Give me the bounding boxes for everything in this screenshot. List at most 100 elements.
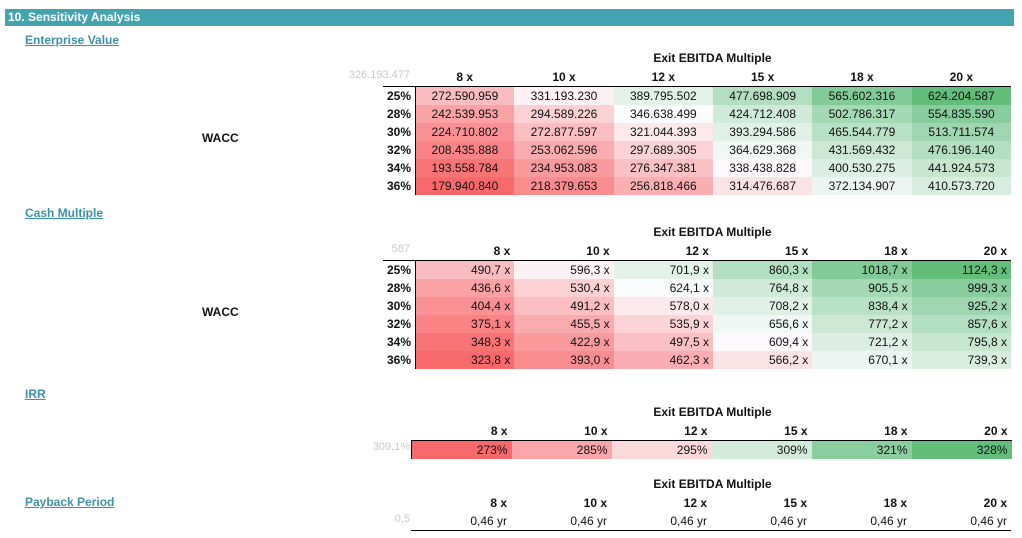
- cash-cell[interactable]: 739,3 x: [911, 351, 1011, 369]
- ev-cell[interactable]: 502.786.317: [812, 105, 912, 123]
- ev-cell[interactable]: 294.589.226: [514, 105, 614, 123]
- irr-cell[interactable]: 285%: [511, 440, 612, 459]
- cash-cell[interactable]: 721,2 x: [812, 333, 912, 351]
- cash-cell[interactable]: 422,9 x: [514, 333, 614, 351]
- ev-cell[interactable]: 272.590.959: [414, 86, 515, 105]
- cash-cell[interactable]: 838,4 x: [812, 297, 912, 315]
- payback-cell[interactable]: 0,46 yr: [611, 512, 711, 531]
- ev-cell[interactable]: 624.204.587: [911, 86, 1011, 105]
- cash-cell[interactable]: 764,8 x: [712, 279, 813, 297]
- ev-cell[interactable]: 297.689.305: [613, 141, 713, 159]
- irr-cell[interactable]: 328%: [911, 440, 1012, 459]
- cash-cell[interactable]: 857,6 x: [911, 315, 1011, 333]
- payback-cell[interactable]: 0,46 yr: [411, 512, 511, 531]
- ev-cell[interactable]: 276.347.381: [613, 159, 713, 177]
- ev-cell[interactable]: 565.602.316: [812, 86, 912, 105]
- payback-cell[interactable]: 0,46 yr: [911, 512, 1011, 531]
- cash-cell[interactable]: 348,3 x: [414, 333, 515, 351]
- ev-cell[interactable]: 256.818.466: [613, 177, 713, 195]
- cash-row: 28% 436,6 x 530,4 x 624,1 x 764,8 x 905,…: [383, 279, 1011, 297]
- cash-cell[interactable]: 375,1 x: [414, 315, 515, 333]
- cash-cell[interactable]: 491,2 x: [514, 297, 614, 315]
- payback-header-row: 8 x 10 x 12 x 15 x 18 x 20 x: [411, 494, 1011, 512]
- payback-cell[interactable]: 0,46 yr: [811, 512, 911, 531]
- cash-cell[interactable]: 777,2 x: [812, 315, 912, 333]
- ev-cell[interactable]: 234.953.083: [514, 159, 614, 177]
- ev-cell[interactable]: 465.544.779: [812, 123, 912, 141]
- cash-cell[interactable]: 497,5 x: [613, 333, 713, 351]
- ev-cell[interactable]: 242.539.953: [414, 105, 515, 123]
- cash-cell[interactable]: 1018,7 x: [812, 260, 912, 279]
- cash-cell[interactable]: 708,2 x: [712, 297, 813, 315]
- ev-cell[interactable]: 253.062.596: [514, 141, 614, 159]
- irr-link[interactable]: IRR: [25, 387, 46, 401]
- ev-cell[interactable]: 179.940.840: [414, 177, 515, 195]
- ev-cell[interactable]: 193.558.784: [414, 159, 515, 177]
- ev-cell[interactable]: 218.379.653: [514, 177, 614, 195]
- cash-cell[interactable]: 323,8 x: [414, 351, 515, 369]
- payback-cell[interactable]: 0,46 yr: [711, 512, 811, 531]
- ev-cell[interactable]: 393.294.586: [712, 123, 813, 141]
- ev-cell[interactable]: 364.629.368: [712, 141, 813, 159]
- cash-cell[interactable]: 624,1 x: [613, 279, 713, 297]
- cash-cell[interactable]: 609,4 x: [712, 333, 813, 351]
- ev-cell[interactable]: 224.710.802: [414, 123, 515, 141]
- cash-cell[interactable]: 535,9 x: [613, 315, 713, 333]
- irr-cell[interactable]: 321%: [811, 440, 912, 459]
- cash-cell[interactable]: 925,2 x: [911, 297, 1011, 315]
- cash-cell[interactable]: 436,6 x: [414, 279, 515, 297]
- cash-cell[interactable]: 905,5 x: [812, 279, 912, 297]
- ev-cell[interactable]: 431.569.432: [812, 141, 912, 159]
- payback-cell[interactable]: 0,46 yr: [511, 512, 611, 531]
- ev-cell[interactable]: 441.924.573: [911, 159, 1011, 177]
- cash-row-label: 25%: [383, 260, 416, 279]
- cash-col-header: 15 x: [712, 242, 813, 261]
- ev-cell[interactable]: 208.435.888: [414, 141, 515, 159]
- cash-cell[interactable]: 795,8 x: [911, 333, 1011, 351]
- irr-cell[interactable]: 273%: [411, 440, 512, 459]
- cash-cell[interactable]: 578,0 x: [613, 297, 713, 315]
- ev-cell[interactable]: 513.711.574: [911, 123, 1011, 141]
- cash-multiple-link[interactable]: Cash Multiple: [25, 206, 104, 220]
- enterprise-value-link[interactable]: Enterprise Value: [25, 33, 120, 47]
- ev-cell[interactable]: 477.698.909: [712, 86, 813, 105]
- ev-cell[interactable]: 321.044.393: [613, 123, 713, 141]
- cash-cell[interactable]: 462,3 x: [613, 351, 713, 369]
- payback-period-link[interactable]: Payback Period: [25, 495, 115, 509]
- cash-cell[interactable]: 860,3 x: [712, 260, 813, 279]
- irr-col-header: 10 x: [511, 422, 612, 441]
- ev-cell[interactable]: 554.835.590: [911, 105, 1011, 123]
- cash-col-header: 10 x: [514, 242, 614, 261]
- payback-col-header: 10 x: [583, 496, 607, 510]
- cash-cell[interactable]: 530,4 x: [514, 279, 614, 297]
- irr-exit-title: Exit EBITDA Multiple: [653, 405, 772, 419]
- ev-cell[interactable]: 400.530.275: [812, 159, 912, 177]
- ev-cell[interactable]: 389.795.502: [613, 86, 713, 105]
- ev-cell[interactable]: 346.638.499: [613, 105, 713, 123]
- cash-row-label: 28%: [383, 279, 416, 297]
- cash-exit-title: Exit EBITDA Multiple: [653, 225, 772, 239]
- cash-cell[interactable]: 490,7 x: [414, 260, 515, 279]
- cash-cell[interactable]: 999,3 x: [911, 279, 1011, 297]
- cash-cell[interactable]: 701,9 x: [613, 260, 713, 279]
- ev-cell[interactable]: 476.196.140: [911, 141, 1011, 159]
- ev-cell[interactable]: 338.438.828: [712, 159, 813, 177]
- ev-cell[interactable]: 272.877.597: [514, 123, 614, 141]
- irr-cell[interactable]: 295%: [611, 440, 712, 459]
- cash-cell[interactable]: 656,6 x: [712, 315, 813, 333]
- ev-cell[interactable]: 424.712.408: [712, 105, 813, 123]
- cash-cell[interactable]: 393,0 x: [514, 351, 614, 369]
- cash-row: 34% 348,3 x 422,9 x 497,5 x 609,4 x 721,…: [383, 333, 1011, 351]
- ev-cell[interactable]: 372.134.907: [812, 177, 912, 195]
- ev-cell[interactable]: 410.573.720: [911, 177, 1011, 195]
- cash-cell[interactable]: 1124,3 x: [911, 260, 1011, 279]
- cash-cell[interactable]: 404,4 x: [414, 297, 515, 315]
- cash-cell[interactable]: 566,2 x: [712, 351, 813, 369]
- irr-header-row: 8 x 10 x 12 x 15 x 18 x 20 x: [411, 422, 1012, 441]
- irr-cell[interactable]: 309%: [711, 440, 812, 459]
- ev-cell[interactable]: 314.476.687: [712, 177, 813, 195]
- cash-cell[interactable]: 596,3 x: [514, 260, 614, 279]
- cash-cell[interactable]: 455,5 x: [514, 315, 614, 333]
- ev-cell[interactable]: 331.193.230: [514, 86, 614, 105]
- cash-cell[interactable]: 670,1 x: [812, 351, 912, 369]
